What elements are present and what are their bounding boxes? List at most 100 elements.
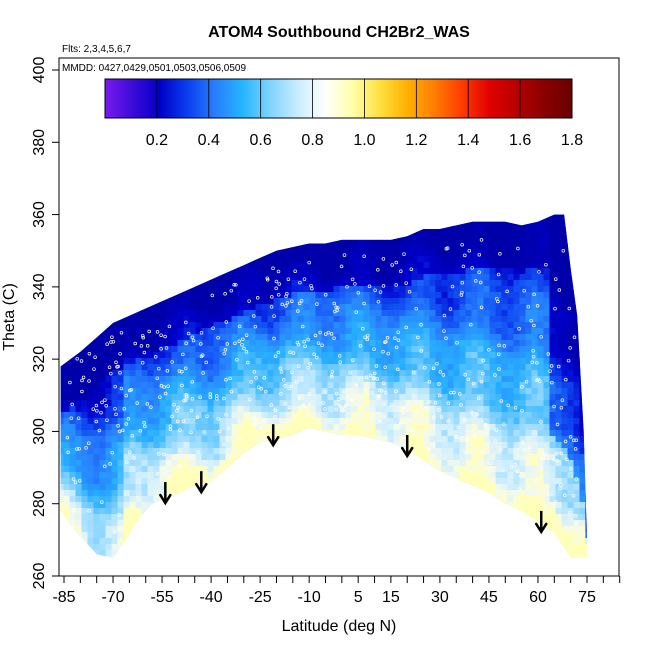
field-cell (333, 472, 340, 479)
field-cell (297, 382, 304, 389)
field-cell (267, 280, 274, 287)
field-cell (321, 286, 328, 293)
field-cell (129, 370, 136, 377)
field-cell (255, 346, 262, 353)
field-cell (123, 346, 130, 353)
field-cell (321, 412, 328, 419)
field-cell (310, 124, 317, 131)
field-cell (123, 292, 130, 299)
field-cell (63, 448, 70, 455)
field-cell (304, 118, 311, 125)
field-cell (177, 496, 184, 503)
field-cell (69, 472, 76, 479)
field-cell (135, 274, 142, 281)
field-cell (189, 412, 196, 419)
field-cell (94, 142, 101, 149)
field-cell (153, 370, 160, 377)
field-cell (250, 208, 257, 215)
field-cell (393, 316, 400, 323)
field-cell (153, 466, 160, 473)
field-cell (207, 466, 214, 473)
field-cell (166, 208, 173, 215)
field-cell (388, 568, 395, 575)
field-cell (201, 478, 208, 485)
field-cell (225, 406, 232, 413)
field-cell (286, 58, 293, 65)
field-cell (279, 340, 286, 347)
field-cell (195, 538, 202, 545)
field-cell (387, 436, 394, 443)
field-cell (345, 418, 352, 425)
field-cell (165, 274, 172, 281)
field-cell (225, 304, 232, 311)
field-cell (99, 304, 106, 311)
field-cell (279, 484, 286, 491)
field-cell (87, 466, 94, 473)
field-cell (231, 496, 238, 503)
field-cell (201, 532, 208, 539)
field-cell (136, 184, 143, 191)
field-cell (207, 412, 214, 419)
field-cell (327, 472, 334, 479)
field-cell (147, 334, 154, 341)
field-cell (393, 496, 400, 503)
field-cell (201, 538, 208, 545)
field-cell (333, 244, 340, 251)
field-cell (219, 436, 226, 443)
field-cell (94, 76, 101, 83)
field-cell (70, 148, 77, 155)
field-cell (111, 490, 118, 497)
field-cell (171, 418, 178, 425)
field-cell (160, 190, 167, 197)
field-cell (345, 490, 352, 497)
field-cell (351, 388, 358, 395)
field-cell (316, 124, 323, 131)
field-cell (237, 340, 244, 347)
field-cell (190, 196, 197, 203)
field-cell (76, 76, 83, 83)
field-cell (382, 190, 389, 197)
field-cell (232, 190, 239, 197)
field-cell (147, 232, 154, 239)
field-cell (87, 220, 94, 227)
field-cell (190, 142, 197, 149)
field-cell (93, 508, 100, 515)
field-cell (321, 532, 328, 539)
field-cell (213, 430, 220, 437)
field-cell (172, 184, 179, 191)
field-cell (274, 64, 281, 71)
field-cell (358, 58, 365, 65)
field-cell (279, 442, 286, 449)
field-cell (274, 166, 281, 173)
field-cell (111, 298, 118, 305)
field-cell (60, 328, 64, 335)
field-cell (291, 334, 298, 341)
field-cell (189, 472, 196, 479)
field-cell (81, 448, 88, 455)
field-cell (303, 538, 310, 545)
field-cell (123, 526, 130, 533)
field-cell (291, 262, 298, 269)
field-cell (58, 178, 65, 185)
field-cell (159, 472, 166, 479)
field-cell (99, 406, 106, 413)
field-cell (130, 148, 137, 155)
field-cell (123, 280, 130, 287)
field-cell (58, 112, 65, 119)
field-cell (76, 142, 83, 149)
field-cell (375, 328, 382, 335)
field-cell (352, 196, 359, 203)
field-cell (339, 358, 346, 365)
field-cell (279, 226, 286, 233)
field-cell (387, 532, 394, 539)
field-cell (394, 172, 401, 179)
field-cell (249, 430, 256, 437)
field-cell (327, 400, 334, 407)
field-cell (315, 280, 322, 287)
field-cell (381, 346, 388, 353)
field-cell (345, 256, 352, 263)
field-cell (352, 184, 359, 191)
field-cell (364, 202, 371, 209)
field-cell (171, 340, 178, 347)
field-cell (153, 340, 160, 347)
